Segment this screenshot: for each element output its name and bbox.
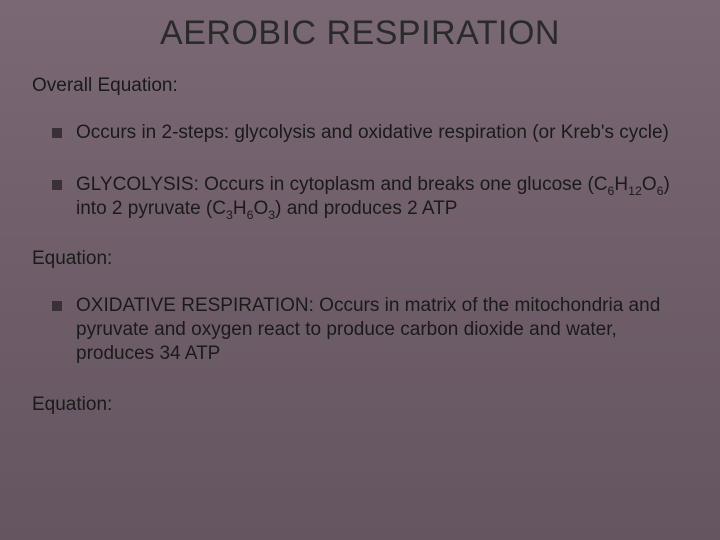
bullet-list-1: Occurs in 2-steps: glycolysis and oxidat… xyxy=(32,121,688,220)
bullet-text-part: GLYCOLYSIS: Occurs in cytoplasm and brea… xyxy=(76,174,608,195)
bullet-text-part: H xyxy=(614,174,628,195)
subscript: 3 xyxy=(226,207,233,221)
slide-container: AEROBIC RESPIRATION Overall Equation: Oc… xyxy=(0,0,720,540)
bullet-text-part: O xyxy=(253,198,268,219)
bullet-text: Occurs in 2-steps: glycolysis and oxidat… xyxy=(76,122,669,143)
list-item: GLYCOLYSIS: Occurs in cytoplasm and brea… xyxy=(52,173,688,221)
bullet-text-part: ) and produces 2 ATP xyxy=(275,198,457,219)
subscript: 12 xyxy=(628,184,642,198)
bullet-text-part: H xyxy=(233,198,247,219)
overall-equation-heading: Overall Equation: xyxy=(32,75,688,97)
list-item: Occurs in 2-steps: glycolysis and oxidat… xyxy=(52,121,688,145)
bullet-text: OXIDATIVE RESPIRATION: Occurs in matrix … xyxy=(76,295,660,364)
subscript: 6 xyxy=(657,184,664,198)
list-item: OXIDATIVE RESPIRATION: Occurs in matrix … xyxy=(52,294,688,365)
equation-label-2: Equation: xyxy=(32,394,688,416)
equation-label-1: Equation: xyxy=(32,248,688,270)
bullet-text-part: O xyxy=(642,174,657,195)
bullet-list-2: OXIDATIVE RESPIRATION: Occurs in matrix … xyxy=(32,294,688,365)
slide-title: AEROBIC RESPIRATION xyxy=(32,14,688,53)
